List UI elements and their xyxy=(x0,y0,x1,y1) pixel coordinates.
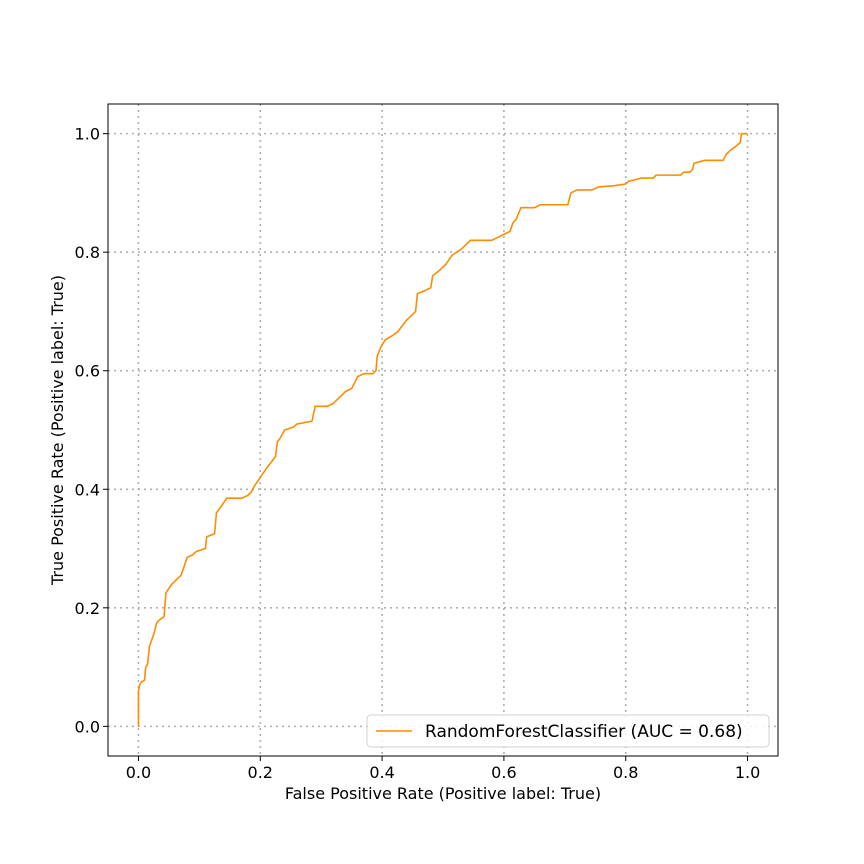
y-tick-label: 0.4 xyxy=(75,480,100,499)
legend: RandomForestClassifier (AUC = 0.68) xyxy=(366,714,770,748)
axes-frame xyxy=(107,103,779,757)
x-axis-label: False Positive Rate (Positive label: Tru… xyxy=(285,784,601,803)
roc-curve-line xyxy=(137,132,748,727)
x-tick-label: 0.0 xyxy=(126,763,151,782)
legend-entry-label: RandomForestClassifier (AUC = 0.68) xyxy=(425,722,743,742)
y-axis-ticks: 0.0 0.2 0.4 0.6 0.8 1.0 xyxy=(75,125,108,736)
x-tick-label: 0.4 xyxy=(369,763,394,782)
x-tick-label: 0.8 xyxy=(613,763,638,782)
x-tick-label: 0.6 xyxy=(491,763,516,782)
y-axis-label: True Positive Rate (Positive label: True… xyxy=(48,275,67,586)
y-tick-label: 0.0 xyxy=(75,717,100,736)
y-tick-label: 0.2 xyxy=(75,599,100,618)
y-tick-label: 0.6 xyxy=(75,362,100,381)
x-tick-label: 1.0 xyxy=(735,763,760,782)
grid xyxy=(108,104,778,756)
plot-area xyxy=(137,132,748,727)
y-tick-label: 0.8 xyxy=(75,243,100,262)
x-axis-ticks: 0.0 0.2 0.4 0.6 0.8 1.0 xyxy=(126,756,760,782)
legend-box xyxy=(366,714,770,748)
y-tick-label: 1.0 xyxy=(75,125,100,144)
x-tick-label: 0.2 xyxy=(248,763,273,782)
